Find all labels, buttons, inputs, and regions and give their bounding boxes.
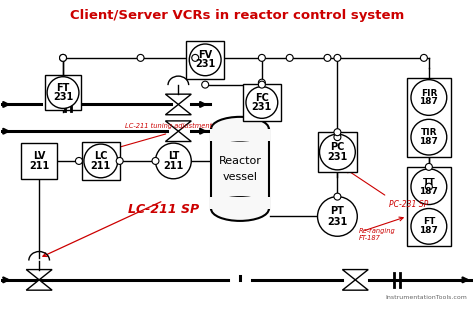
Bar xyxy=(210,197,270,209)
Circle shape xyxy=(324,54,331,61)
Polygon shape xyxy=(165,131,191,142)
Text: LT: LT xyxy=(168,151,179,161)
Circle shape xyxy=(319,134,356,170)
Circle shape xyxy=(116,158,123,164)
Circle shape xyxy=(155,143,191,179)
Bar xyxy=(45,75,81,110)
Text: LC-211 tuning adjustment: LC-211 tuning adjustment xyxy=(125,123,212,129)
Circle shape xyxy=(334,134,341,141)
Bar xyxy=(210,129,270,141)
Text: 187: 187 xyxy=(419,137,438,146)
Text: 211: 211 xyxy=(91,161,111,171)
Ellipse shape xyxy=(211,197,269,221)
Circle shape xyxy=(425,163,432,170)
Circle shape xyxy=(246,87,278,118)
Bar xyxy=(82,142,120,180)
Circle shape xyxy=(425,183,432,190)
Text: 231: 231 xyxy=(252,102,272,112)
Text: TIR: TIR xyxy=(420,128,437,137)
Polygon shape xyxy=(165,121,191,131)
Circle shape xyxy=(334,129,341,136)
Circle shape xyxy=(258,54,265,61)
Text: FIR: FIR xyxy=(421,89,437,98)
Circle shape xyxy=(334,193,341,200)
Bar xyxy=(243,84,281,121)
Text: 187: 187 xyxy=(419,226,438,235)
Text: 187: 187 xyxy=(419,97,438,107)
Circle shape xyxy=(60,54,66,61)
Bar xyxy=(211,129,269,209)
Text: 231: 231 xyxy=(195,59,215,69)
Text: 231: 231 xyxy=(327,152,347,162)
Polygon shape xyxy=(26,269,52,280)
Bar xyxy=(318,132,357,172)
Text: Re-ranging
FT-187: Re-ranging FT-187 xyxy=(359,228,396,241)
Polygon shape xyxy=(26,280,52,290)
Text: FC: FC xyxy=(255,93,269,103)
Circle shape xyxy=(189,44,221,76)
Polygon shape xyxy=(165,94,191,104)
Text: FT: FT xyxy=(423,218,435,226)
Text: LC-211 SP: LC-211 SP xyxy=(128,203,199,216)
Circle shape xyxy=(334,54,341,61)
Bar xyxy=(186,41,224,79)
Text: FT: FT xyxy=(56,83,70,93)
Text: PC: PC xyxy=(330,142,345,152)
Polygon shape xyxy=(342,280,368,290)
Bar xyxy=(407,78,451,157)
Text: 211: 211 xyxy=(29,161,49,171)
Circle shape xyxy=(137,54,144,61)
Circle shape xyxy=(192,54,199,61)
Polygon shape xyxy=(165,104,191,115)
Polygon shape xyxy=(342,269,368,280)
Text: TT: TT xyxy=(422,178,435,187)
Circle shape xyxy=(411,80,447,115)
Bar xyxy=(407,167,451,246)
Circle shape xyxy=(60,54,66,61)
Text: LV: LV xyxy=(33,151,46,161)
Circle shape xyxy=(286,54,293,61)
Text: InstrumentationTools.com: InstrumentationTools.com xyxy=(386,295,468,300)
Circle shape xyxy=(84,144,118,178)
Text: PC-231 SP: PC-231 SP xyxy=(389,200,428,209)
Ellipse shape xyxy=(211,117,269,141)
Text: FV: FV xyxy=(198,50,212,61)
Text: vessel: vessel xyxy=(222,172,257,182)
Text: 187: 187 xyxy=(419,187,438,196)
Circle shape xyxy=(411,209,447,244)
Circle shape xyxy=(152,158,159,164)
Text: 231: 231 xyxy=(53,92,73,102)
Circle shape xyxy=(258,81,265,88)
Circle shape xyxy=(47,77,79,108)
Text: LC: LC xyxy=(94,151,108,161)
Text: Reactor: Reactor xyxy=(219,156,262,166)
Circle shape xyxy=(411,119,447,155)
Circle shape xyxy=(258,79,265,86)
Circle shape xyxy=(75,158,82,164)
Circle shape xyxy=(411,169,447,205)
Circle shape xyxy=(202,81,209,88)
Text: 211: 211 xyxy=(163,161,183,171)
Text: Client/Server VCRs in reactor control system: Client/Server VCRs in reactor control sy… xyxy=(70,9,404,22)
Text: PT: PT xyxy=(330,206,344,216)
Circle shape xyxy=(420,54,428,61)
Circle shape xyxy=(318,197,357,236)
Text: 231: 231 xyxy=(327,217,347,227)
Bar xyxy=(21,143,57,179)
